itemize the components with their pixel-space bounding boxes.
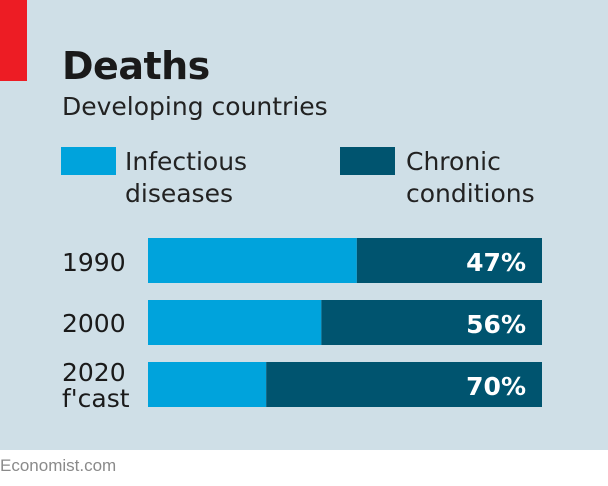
legend-label-chronic-line1: Chronic (406, 147, 501, 176)
data-label-2000: 56% (466, 310, 526, 339)
chart-title: Deaths (62, 44, 210, 88)
data-label-2020: 70% (466, 372, 526, 401)
legend-label-infectious-line2: diseases (125, 179, 233, 208)
data-label-1990: 47% (466, 248, 526, 277)
category-label-2000: 2000 (62, 309, 126, 338)
legend-label-chronic-line2: conditions (406, 179, 535, 208)
bar-chronic-1990 (356, 238, 542, 283)
chart-subtitle: Developing countries (62, 92, 328, 121)
category-label-2020-year: 2020 (62, 358, 126, 387)
category-label-2020: 2020 f'cast (62, 360, 130, 412)
bar-infectious-2020 (148, 362, 267, 407)
category-label-2020-sublabel: f'cast (62, 384, 130, 413)
bar-infectious-2000 (148, 300, 322, 345)
bar-chart: 47% 56% 70% (148, 238, 542, 407)
category-label-1990: 1990 (62, 248, 126, 277)
red-tag (0, 0, 27, 81)
source-footer: Economist.com (0, 456, 117, 475)
legend-swatch-infectious (61, 147, 116, 175)
legend-label-chronic: Chronic conditions (406, 146, 535, 210)
legend-label-infectious-line1: Infectious (125, 147, 248, 176)
legend-swatch-chronic (340, 147, 395, 175)
bar-infectious-1990 (148, 238, 357, 283)
legend-label-infectious: Infectious diseases (125, 146, 247, 210)
bar-chronic-2020 (266, 362, 542, 407)
bar-chronic-2000 (321, 300, 542, 345)
